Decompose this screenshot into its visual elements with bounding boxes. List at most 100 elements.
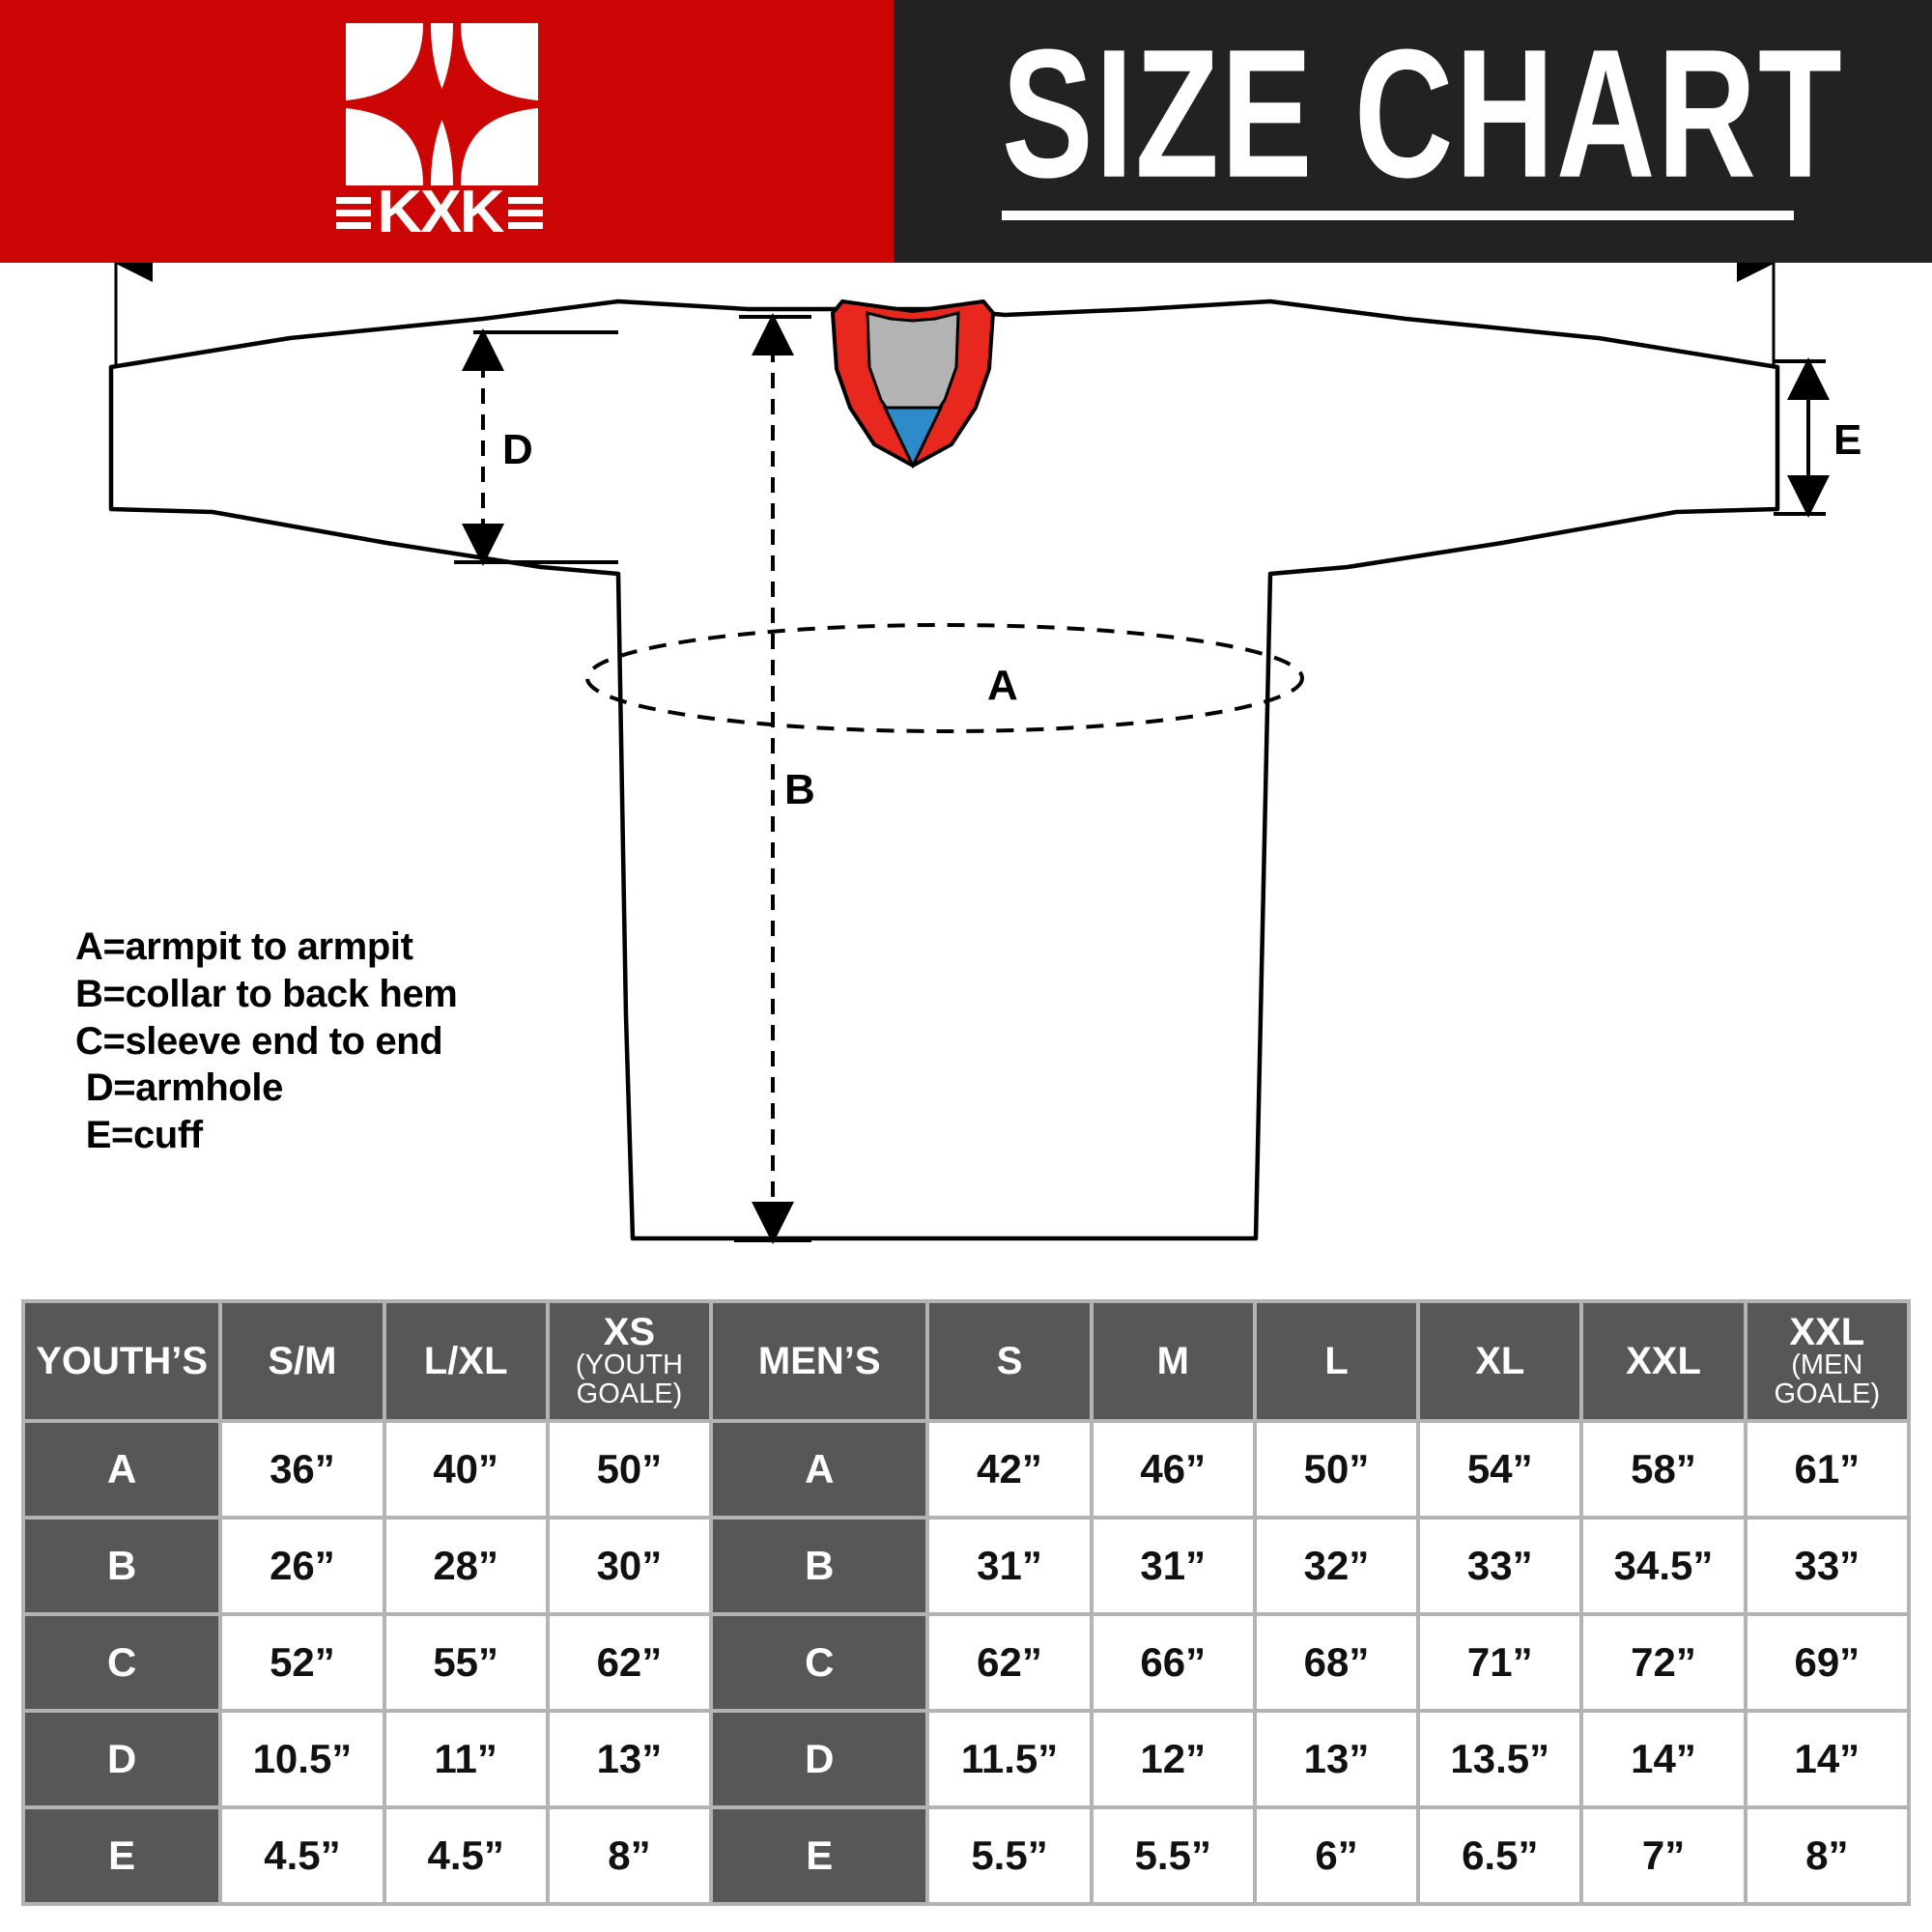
- cell-e-mens-goalie: 8”: [1747, 1809, 1907, 1902]
- kxk-butterfly-logo-icon: [346, 23, 538, 185]
- cell-e-youth-xs: 8”: [549, 1809, 710, 1902]
- legend-line-d: D=armhole: [75, 1066, 284, 1110]
- row-label-d-youth: D: [25, 1713, 219, 1805]
- cell-b-mens-xxl: 34.5”: [1583, 1520, 1744, 1612]
- bars-right-icon: [508, 196, 544, 229]
- cell-a-mens-l: 50”: [1256, 1423, 1417, 1516]
- cell-c-mens-l: 68”: [1256, 1616, 1417, 1709]
- row-label-b-youth: B: [25, 1520, 219, 1612]
- title-panel: SIZE CHART: [894, 0, 1932, 263]
- cell-d-mens-xxl: 14”: [1583, 1713, 1744, 1805]
- table-row: D 10.5” 11” 13” D 11.5” 12” 13” 13.5” 14…: [25, 1713, 1907, 1805]
- cell-c-youth-xs: 62”: [549, 1616, 710, 1709]
- page-title: SIZE CHART: [1002, 12, 1844, 216]
- row-label-e-mens: E: [713, 1809, 926, 1902]
- header-youth-goalie-size: XS: [603, 1311, 656, 1354]
- cell-b-mens-l: 32”: [1256, 1520, 1417, 1612]
- row-label-d-mens: D: [713, 1713, 926, 1805]
- row-label-a-youth: A: [25, 1423, 219, 1516]
- table-row: B 26” 28” 30” B 31” 31” 32” 33” 34.5” 33…: [25, 1520, 1907, 1612]
- cell-e-mens-xxl: 7”: [1583, 1809, 1744, 1902]
- cell-a-youth-lxl: 40”: [385, 1423, 546, 1516]
- measurement-legend: A=armpit to armpit B=collar to back hem …: [75, 923, 458, 1159]
- row-label-a-mens: A: [713, 1423, 926, 1516]
- legend-line-b: B=collar to back hem: [75, 972, 458, 1015]
- cell-b-mens-xl: 33”: [1420, 1520, 1580, 1612]
- row-label-c-youth: C: [25, 1616, 219, 1709]
- header-mens-goalie-sub: (MEN GOALE): [1774, 1350, 1881, 1409]
- header-youth-goalie: XS (YOUTH GOALE): [549, 1303, 710, 1419]
- row-label-c-mens: C: [713, 1616, 926, 1709]
- row-label-e-youth: E: [25, 1809, 219, 1902]
- cell-a-mens-m: 46”: [1093, 1423, 1253, 1516]
- cell-d-mens-goalie: 14”: [1747, 1713, 1907, 1805]
- cell-b-mens-m: 31”: [1093, 1520, 1253, 1612]
- cell-e-youth-lxl: 4.5”: [385, 1809, 546, 1902]
- cell-a-mens-goalie: 61”: [1747, 1423, 1907, 1516]
- cell-c-mens-xl: 71”: [1420, 1616, 1580, 1709]
- cell-e-mens-s: 5.5”: [929, 1809, 1090, 1902]
- header-mens-s: S: [929, 1303, 1090, 1419]
- cell-c-mens-s: 62”: [929, 1616, 1090, 1709]
- header-mens-m: M: [1093, 1303, 1253, 1419]
- header-mens-goalie-size: XXL: [1789, 1311, 1865, 1354]
- svg-text:A: A: [987, 662, 1018, 709]
- svg-text:B: B: [784, 766, 815, 813]
- row-label-b-mens: B: [713, 1520, 926, 1612]
- header-mens-l: L: [1256, 1303, 1417, 1419]
- kxk-wordmark-row: KXK: [309, 183, 570, 242]
- cell-b-mens-s: 31”: [929, 1520, 1090, 1612]
- table-header-row: YOUTH’S S/M L/XL XS (YOUTH GOALE) MEN’S …: [25, 1303, 1907, 1419]
- cell-c-mens-xxl: 72”: [1583, 1616, 1744, 1709]
- cell-a-youth-sm: 36”: [222, 1423, 383, 1516]
- header-mens-xxl: XXL: [1583, 1303, 1744, 1419]
- header-mens-xl: XL: [1420, 1303, 1580, 1419]
- cell-d-youth-lxl: 11”: [385, 1713, 546, 1805]
- header-youth-lxl: L/XL: [385, 1303, 546, 1419]
- jersey-diagram: C D E B A A=armpit to armpit B=collar to…: [0, 204, 1932, 1296]
- cell-e-youth-sm: 4.5”: [222, 1809, 383, 1902]
- legend-line-a: A=armpit to armpit: [75, 925, 413, 968]
- cell-d-mens-l: 13”: [1256, 1713, 1417, 1805]
- cell-b-youth-xs: 30”: [549, 1520, 710, 1612]
- cell-e-mens-m: 5.5”: [1093, 1809, 1253, 1902]
- cell-d-youth-xs: 13”: [549, 1713, 710, 1805]
- cell-d-mens-s: 11.5”: [929, 1713, 1090, 1805]
- cell-e-mens-l: 6”: [1256, 1809, 1417, 1902]
- brand-panel: KXK: [0, 0, 894, 263]
- header-mens-goalie: XXL (MEN GOALE): [1747, 1303, 1907, 1419]
- header-youth-sm: S/M: [222, 1303, 383, 1419]
- legend-line-c: C=sleeve end to end: [75, 1019, 443, 1063]
- cell-a-mens-xxl: 58”: [1583, 1423, 1744, 1516]
- cell-b-youth-lxl: 28”: [385, 1520, 546, 1612]
- cell-d-youth-sm: 10.5”: [222, 1713, 383, 1805]
- cell-e-mens-xl: 6.5”: [1420, 1809, 1580, 1902]
- table-row: E 4.5” 4.5” 8” E 5.5” 5.5” 6” 6.5” 7” 8”: [25, 1809, 1907, 1902]
- kxk-logo: KXK: [309, 17, 570, 249]
- cell-c-youth-lxl: 55”: [385, 1616, 546, 1709]
- header-youths: YOUTH’S: [25, 1303, 219, 1419]
- table-row: C 52” 55” 62” C 62” 66” 68” 71” 72” 69”: [25, 1616, 1907, 1709]
- cell-b-youth-sm: 26”: [222, 1520, 383, 1612]
- cell-d-mens-xl: 13.5”: [1420, 1713, 1580, 1805]
- cell-c-youth-sm: 52”: [222, 1616, 383, 1709]
- cell-a-mens-xl: 54”: [1420, 1423, 1580, 1516]
- kxk-wordmark: KXK: [377, 179, 504, 245]
- bars-left-icon: [335, 196, 371, 229]
- cell-c-mens-goalie: 69”: [1747, 1616, 1907, 1709]
- cell-d-mens-m: 12”: [1093, 1713, 1253, 1805]
- svg-text:E: E: [1833, 416, 1861, 464]
- cell-a-youth-xs: 50”: [549, 1423, 710, 1516]
- size-table-container: YOUTH’S S/M L/XL XS (YOUTH GOALE) MEN’S …: [21, 1299, 1911, 1906]
- header-youth-goalie-sub: (YOUTH GOALE): [575, 1350, 684, 1409]
- page-header: KXK SIZE CHART: [0, 0, 1932, 263]
- title-underline: [1002, 211, 1794, 220]
- cell-b-mens-goalie: 33”: [1747, 1520, 1907, 1612]
- cell-a-mens-s: 42”: [929, 1423, 1090, 1516]
- legend-line-e: E=cuff: [75, 1114, 203, 1157]
- header-mens: MEN’S: [713, 1303, 926, 1419]
- cell-c-mens-m: 66”: [1093, 1616, 1253, 1709]
- size-chart-table: YOUTH’S S/M L/XL XS (YOUTH GOALE) MEN’S …: [21, 1299, 1911, 1906]
- svg-text:D: D: [502, 426, 533, 473]
- table-row: A 36” 40” 50” A 42” 46” 50” 54” 58” 61”: [25, 1423, 1907, 1516]
